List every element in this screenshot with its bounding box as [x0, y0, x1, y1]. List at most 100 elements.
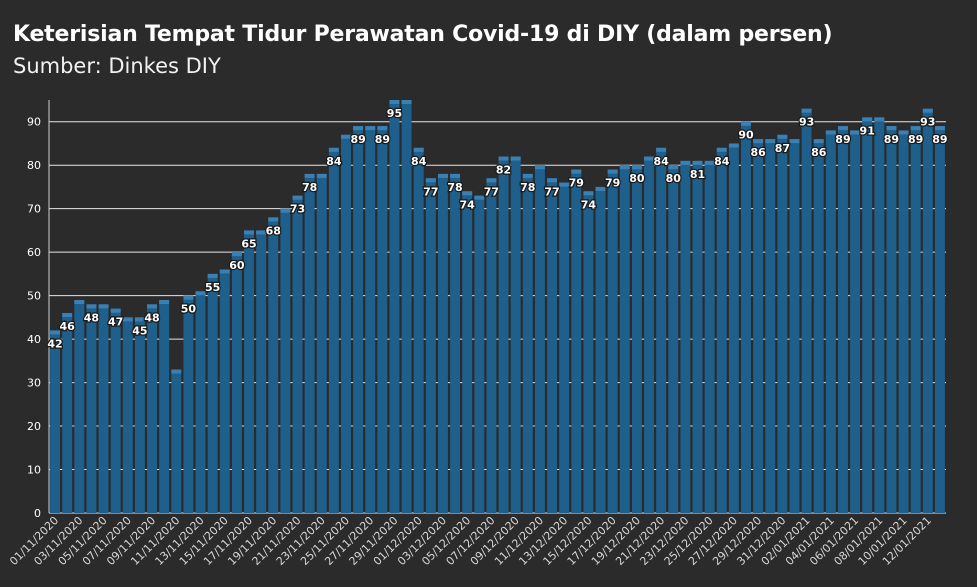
- data-label: 86: [750, 146, 766, 159]
- bar-cap: [74, 299, 85, 304]
- bar: [668, 165, 679, 514]
- bar: [753, 139, 764, 513]
- bar-cap: [910, 126, 921, 131]
- bar: [450, 173, 461, 513]
- bar: [268, 217, 279, 513]
- data-label: 68: [266, 224, 281, 237]
- bar: [377, 126, 388, 513]
- bar: [874, 117, 885, 514]
- bar: [171, 369, 182, 513]
- y-tick-label: 0: [34, 507, 41, 520]
- data-label: 48: [84, 311, 99, 324]
- bar-cap: [134, 317, 145, 322]
- data-label: 84: [653, 155, 669, 168]
- bar-cap: [244, 230, 254, 235]
- data-label: 90: [738, 129, 754, 142]
- bar: [680, 160, 691, 513]
- data-label: 84: [411, 155, 427, 168]
- data-label: 93: [799, 116, 814, 129]
- bar-cap: [353, 126, 364, 131]
- bar: [486, 178, 497, 513]
- bar: [462, 191, 473, 513]
- bar: [62, 313, 73, 513]
- bar: [837, 126, 848, 513]
- bar-cap: [777, 134, 788, 139]
- bar: [122, 317, 133, 513]
- bar: [644, 156, 654, 513]
- bar-cap: [486, 178, 497, 183]
- bar-cap: [850, 130, 861, 135]
- bar-cap: [741, 121, 751, 126]
- y-tick-label: 20: [27, 420, 41, 433]
- bar-cap: [147, 304, 158, 309]
- bar-cap: [680, 160, 691, 165]
- y-tick-label: 50: [27, 290, 41, 303]
- data-label: 89: [932, 133, 947, 146]
- bar: [825, 130, 836, 513]
- bar-cap: [898, 130, 909, 135]
- bar-cap: [86, 304, 97, 309]
- bar: [328, 147, 339, 514]
- bar: [280, 208, 291, 513]
- bar: [922, 108, 933, 514]
- data-label: 65: [241, 237, 256, 250]
- bar: [86, 304, 97, 513]
- bar: [413, 147, 424, 514]
- bar-cap: [474, 195, 485, 200]
- bar: [110, 308, 121, 513]
- bar-cap: [231, 252, 242, 257]
- data-label: 78: [447, 181, 462, 194]
- bar-cap: [631, 165, 642, 170]
- bar: [728, 143, 739, 513]
- bar-cap: [765, 139, 776, 144]
- data-label: 77: [423, 185, 438, 198]
- bar: [510, 156, 521, 513]
- data-label: 89: [350, 133, 365, 146]
- bar: [595, 186, 606, 513]
- bar-cap: [450, 173, 461, 178]
- bar-cap: [825, 130, 836, 135]
- data-label: 60: [229, 259, 245, 272]
- bar: [231, 252, 242, 513]
- data-label: 74: [581, 198, 597, 211]
- bar-cap: [437, 173, 448, 178]
- bar-cap: [837, 126, 848, 131]
- data-label: 91: [860, 124, 875, 137]
- data-label: 47: [108, 316, 123, 329]
- bar-cap: [207, 273, 218, 278]
- data-label: 79: [605, 177, 620, 190]
- bar: [207, 273, 218, 513]
- bar-cap: [522, 173, 533, 178]
- bar: [195, 291, 206, 513]
- data-label: 82: [496, 164, 511, 177]
- bar: [401, 100, 412, 513]
- bar: [801, 108, 812, 514]
- bar: [571, 169, 582, 513]
- bar-cap: [704, 160, 715, 165]
- bar: [425, 178, 436, 513]
- bar: [183, 295, 194, 513]
- bar-cap: [692, 160, 703, 165]
- bar-layer: [50, 100, 945, 514]
- data-label: 86: [811, 146, 827, 159]
- bar-cap: [183, 295, 194, 300]
- bar-cap: [607, 169, 618, 174]
- bar-cap: [813, 139, 824, 144]
- bar: [789, 139, 800, 513]
- data-label: 84: [326, 155, 342, 168]
- bar-cap: [510, 156, 521, 161]
- bar-cap: [50, 330, 61, 335]
- bar-cap: [886, 126, 897, 131]
- bar-cap: [413, 147, 424, 152]
- data-label: 48: [144, 311, 159, 324]
- bar: [353, 126, 364, 513]
- bar: [692, 160, 703, 513]
- bar-cap: [256, 230, 267, 235]
- bar: [656, 147, 667, 514]
- bar: [341, 134, 351, 514]
- bar: [631, 165, 642, 514]
- bar: [74, 299, 85, 513]
- bar-cap: [171, 369, 182, 374]
- bar-cap: [619, 165, 630, 170]
- bar: [559, 182, 570, 513]
